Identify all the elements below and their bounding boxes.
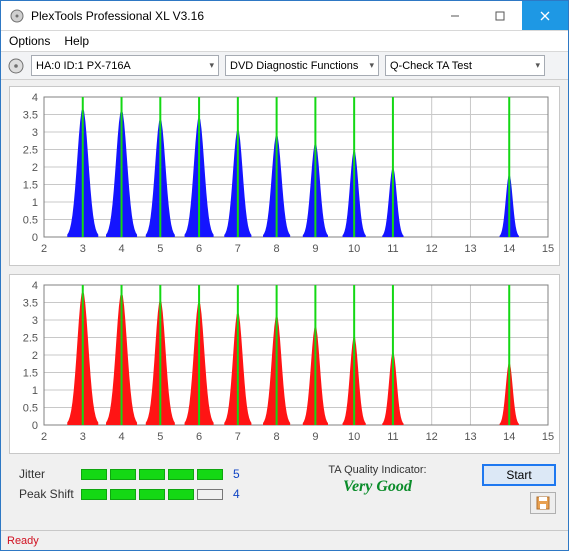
svg-text:9: 9 (312, 243, 318, 255)
svg-text:3.5: 3.5 (23, 298, 38, 310)
metric-box (197, 469, 223, 480)
svg-text:6: 6 (196, 243, 202, 255)
metric-box (139, 469, 165, 480)
svg-text:13: 13 (464, 431, 476, 443)
peakshift-label: Peak Shift (19, 487, 81, 501)
metric-box (81, 469, 107, 480)
svg-text:6: 6 (196, 431, 202, 443)
svg-text:2: 2 (41, 431, 47, 443)
peakshift-value: 4 (233, 487, 240, 501)
svg-text:2: 2 (41, 243, 47, 255)
top-chart-panel: 0 0.5 1 1.5 2 2.5 3 3.5 4 2 3 4 5 6 7 8 9 10 11 12 13 14 15 (9, 86, 560, 266)
metric-box (139, 489, 165, 500)
svg-text:14: 14 (503, 243, 515, 255)
svg-text:3: 3 (32, 127, 38, 139)
svg-text:7: 7 (235, 243, 241, 255)
svg-text:10: 10 (348, 431, 360, 443)
svg-text:4: 4 (118, 431, 124, 443)
svg-text:7: 7 (235, 431, 241, 443)
metric-box (168, 469, 194, 480)
svg-text:12: 12 (426, 431, 438, 443)
menu-options[interactable]: Options (9, 34, 50, 48)
test-select[interactable]: Q-Check TA Test (385, 55, 545, 76)
bottom-panel: Jitter 5 Peak Shift 4 TA Quality Indicat… (9, 462, 560, 520)
quality-value: Very Good (343, 478, 412, 496)
top-chart: 0 0.5 1 1.5 2 2.5 3 3.5 4 2 3 4 5 6 7 8 9 10 11 12 13 14 15 (10, 87, 559, 265)
peakshift-boxes (81, 489, 223, 500)
quality-label: TA Quality Indicator: (328, 464, 426, 476)
jitter-label: Jitter (19, 467, 81, 481)
bottom-chart-panel: 0 0.5 1 1.5 2 2.5 3 3.5 4 2 3 4 5 6 7 8 9 10 11 12 13 14 15 (9, 274, 560, 454)
jitter-boxes (81, 469, 223, 480)
drive-select[interactable]: HA:0 ID:1 PX-716A (31, 55, 219, 76)
metrics-block: Jitter 5 Peak Shift 4 (9, 464, 279, 514)
svg-text:0: 0 (32, 420, 38, 432)
svg-text:9: 9 (312, 431, 318, 443)
svg-text:12: 12 (426, 243, 438, 255)
svg-text:13: 13 (464, 243, 476, 255)
svg-text:0.5: 0.5 (23, 215, 38, 227)
svg-text:3: 3 (80, 243, 86, 255)
svg-text:15: 15 (542, 431, 554, 443)
svg-text:0: 0 (32, 232, 38, 244)
content-area: 00.511.522.533.5423456789101112131415 00… (1, 80, 568, 530)
metric-box (110, 489, 136, 500)
metric-box (110, 469, 136, 480)
quality-block: TA Quality Indicator: Very Good (279, 464, 476, 514)
svg-text:1.5: 1.5 (23, 368, 38, 380)
svg-text:1.5: 1.5 (23, 180, 38, 192)
svg-text:2: 2 (32, 162, 38, 174)
svg-text:4: 4 (118, 243, 124, 255)
svg-text:11: 11 (387, 431, 398, 443)
start-button[interactable]: Start (482, 464, 556, 486)
start-button-label: Start (506, 468, 531, 482)
app-icon (9, 8, 25, 24)
peakshift-row: Peak Shift 4 (19, 484, 279, 504)
bottom-chart: 0 0.5 1 1.5 2 2.5 3 3.5 4 2 3 4 5 6 7 8 9 10 11 12 13 14 15 (10, 275, 559, 453)
toolbar: HA:0 ID:1 PX-716A DVD Diagnostic Functio… (1, 52, 568, 80)
diagnostic-select-value: DVD Diagnostic Functions (230, 60, 358, 72)
svg-text:8: 8 (274, 431, 280, 443)
metric-box (81, 489, 107, 500)
metric-box (197, 489, 223, 500)
svg-text:1: 1 (32, 385, 38, 397)
svg-text:10: 10 (348, 243, 360, 255)
close-button[interactable] (522, 1, 568, 30)
svg-text:15: 15 (542, 243, 554, 255)
menu-help[interactable]: Help (64, 34, 89, 48)
svg-text:3.5: 3.5 (23, 110, 38, 122)
svg-text:2: 2 (32, 350, 38, 362)
save-icon-button[interactable] (530, 492, 556, 514)
svg-text:1: 1 (32, 197, 38, 209)
svg-text:5: 5 (157, 431, 163, 443)
svg-text:2.5: 2.5 (23, 333, 38, 345)
status-text: Ready (7, 535, 39, 547)
disc-icon (7, 57, 25, 75)
drive-select-value: HA:0 ID:1 PX-716A (36, 60, 131, 72)
svg-text:0.5: 0.5 (23, 403, 38, 415)
svg-text:4: 4 (32, 92, 38, 104)
svg-text:14: 14 (503, 431, 515, 443)
svg-text:4: 4 (32, 280, 38, 292)
action-buttons: Start (476, 464, 560, 514)
svg-text:11: 11 (387, 243, 398, 255)
minimize-button[interactable] (432, 1, 477, 30)
maximize-button[interactable] (477, 1, 522, 30)
jitter-row: Jitter 5 (19, 464, 279, 484)
window-title: PlexTools Professional XL V3.16 (31, 9, 432, 23)
diagnostic-select[interactable]: DVD Diagnostic Functions (225, 55, 379, 76)
titlebar: PlexTools Professional XL V3.16 (1, 1, 568, 31)
metric-box (168, 489, 194, 500)
svg-text:3: 3 (32, 315, 38, 327)
statusbar: Ready (1, 530, 568, 550)
menubar: Options Help (1, 31, 568, 52)
test-select-value: Q-Check TA Test (390, 60, 472, 72)
app-window: PlexTools Professional XL V3.16 Options … (0, 0, 569, 551)
svg-text:3: 3 (80, 431, 86, 443)
jitter-value: 5 (233, 467, 240, 481)
svg-text:8: 8 (274, 243, 280, 255)
svg-text:2.5: 2.5 (23, 145, 38, 157)
svg-text:5: 5 (157, 243, 163, 255)
